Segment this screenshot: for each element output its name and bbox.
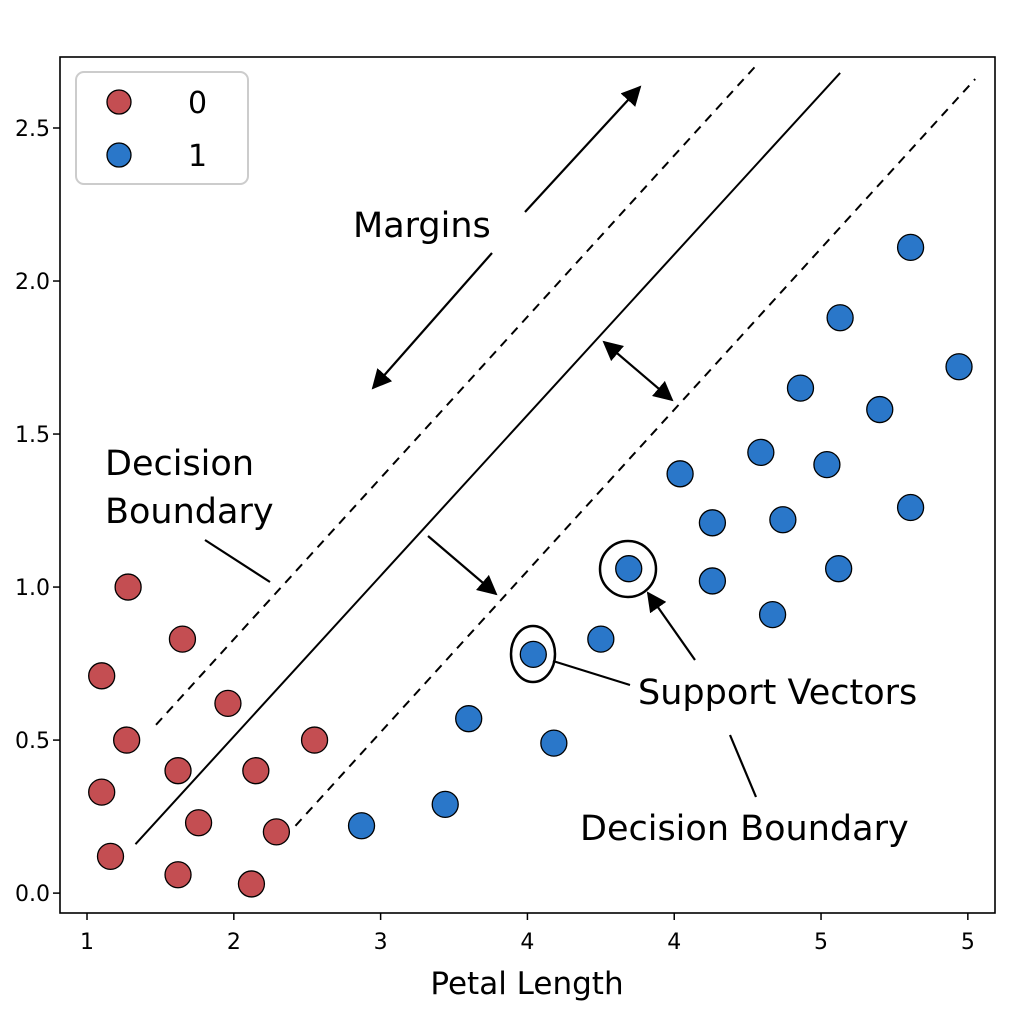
point — [262, 818, 291, 846]
annotation-line — [728, 734, 758, 798]
point — [88, 662, 116, 690]
point — [769, 506, 797, 534]
boundary-line — [134, 72, 841, 845]
point — [184, 809, 213, 837]
point — [455, 705, 483, 733]
point — [242, 757, 270, 785]
point — [747, 438, 775, 467]
annotation-arrow — [524, 85, 642, 213]
point — [164, 757, 192, 785]
x-tick-label: 4 — [667, 930, 681, 955]
point — [347, 812, 376, 840]
annotation: Decision — [105, 444, 254, 484]
annotation: Boundary — [105, 492, 274, 532]
annotation: Decision Boundary — [580, 809, 909, 849]
point — [164, 861, 192, 889]
legend-label: 1 — [188, 139, 207, 174]
x-tick-label: 3 — [374, 930, 388, 955]
legend-marker — [106, 89, 132, 115]
point — [96, 842, 125, 871]
point — [813, 450, 841, 479]
annotation-arrow — [427, 535, 498, 596]
legend: 01 — [75, 71, 249, 185]
point — [88, 778, 116, 806]
x-tick-label: 5 — [961, 930, 975, 955]
support-vector-ring — [509, 624, 557, 684]
annotation-line — [204, 539, 271, 583]
point — [615, 555, 643, 583]
plot-area — [88, 66, 976, 898]
point — [587, 625, 615, 653]
boundary-line — [294, 78, 976, 827]
x-tick-label: 2 — [227, 930, 241, 955]
point — [826, 304, 854, 332]
annotation: Margins — [353, 206, 491, 246]
point — [758, 600, 787, 629]
point — [698, 567, 727, 595]
point — [540, 729, 568, 757]
point — [945, 353, 973, 381]
point — [114, 573, 142, 601]
point — [866, 395, 894, 424]
y-tick-label: 0.0 — [15, 882, 50, 907]
point — [698, 509, 727, 537]
legend-label: 0 — [188, 86, 207, 121]
point — [896, 493, 925, 522]
point — [786, 374, 815, 402]
x-axis-label: Petal Length — [430, 966, 623, 1002]
x-tick-label: 5 — [814, 930, 828, 955]
y-tick-label: 1.0 — [15, 576, 50, 601]
y-tick-label: 1.5 — [15, 423, 50, 448]
annotation-arrow — [646, 591, 696, 661]
legend-marker — [106, 142, 132, 168]
annotation-arrow — [602, 340, 674, 402]
point — [666, 460, 694, 488]
point — [431, 790, 459, 819]
support-vector-ring — [598, 539, 658, 599]
point — [300, 726, 329, 754]
x-tick-label: 1 — [80, 930, 94, 955]
annotation-arrow — [371, 252, 493, 390]
point — [519, 640, 547, 669]
y-tick-label: 2.5 — [15, 117, 50, 142]
point — [168, 625, 197, 653]
point — [112, 726, 141, 754]
annotation-line — [552, 659, 631, 687]
point — [825, 555, 853, 583]
point — [214, 689, 242, 718]
point — [237, 870, 266, 898]
boundary-line — [155, 66, 756, 726]
annotation: Support Vectors — [638, 673, 917, 713]
x-tick-label: 4 — [520, 930, 534, 955]
y-tick-label: 2.0 — [15, 270, 50, 295]
y-tick-label: 0.5 — [15, 729, 50, 754]
point — [896, 233, 925, 262]
legend-box — [75, 71, 249, 185]
